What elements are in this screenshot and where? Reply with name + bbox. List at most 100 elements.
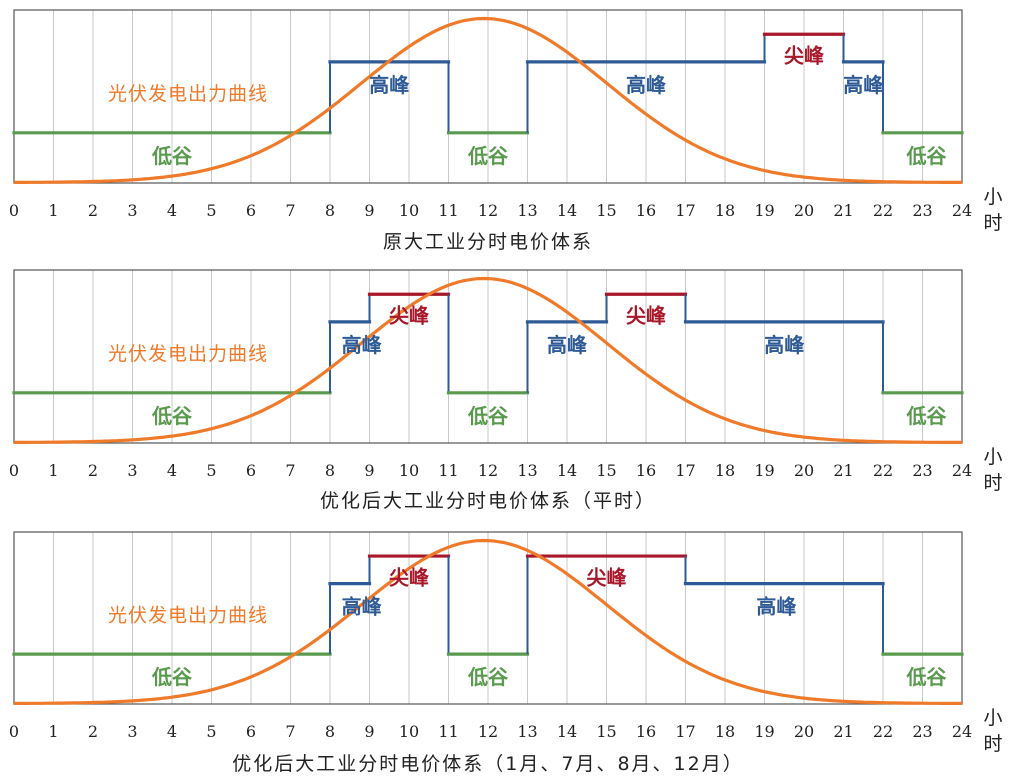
x-tick-label: 24 — [952, 461, 972, 480]
x-tick-label: 21 — [833, 722, 853, 741]
x-tick-label: 9 — [364, 201, 374, 220]
x-tick-label: 22 — [873, 201, 893, 220]
x-unit-label: 时 — [983, 212, 1002, 234]
x-tick-label: 23 — [912, 461, 932, 480]
period-label-valley: 低谷 — [151, 404, 193, 428]
x-tick-label: 7 — [285, 201, 295, 220]
pv-curve-label: 光伏发电出力曲线 — [108, 604, 268, 626]
period-label-peak: 高峰 — [342, 595, 382, 619]
period-label-valley: 低谷 — [467, 665, 509, 689]
period-label-valley: 低谷 — [905, 404, 947, 428]
x-tick-label: 7 — [285, 461, 295, 480]
period-label-valley: 低谷 — [467, 404, 509, 428]
x-tick-label: 13 — [517, 201, 537, 220]
period-label-peak: 高峰 — [764, 333, 804, 357]
x-tick-label: 5 — [206, 201, 216, 220]
x-tick-label: 0 — [9, 201, 19, 220]
x-tick-label: 16 — [636, 461, 656, 480]
x-tick-label: 5 — [206, 722, 216, 741]
x-tick-label: 0 — [9, 461, 19, 480]
pv-curve-label: 光伏发电出力曲线 — [108, 343, 268, 365]
x-tick-label: 12 — [478, 461, 498, 480]
x-tick-label: 21 — [833, 461, 853, 480]
x-tick-label: 9 — [364, 722, 374, 741]
x-tick-label: 18 — [715, 201, 735, 220]
x-tick-label: 13 — [517, 722, 537, 741]
period-label-peak: 高峰 — [756, 595, 796, 619]
period-label-valley: 低谷 — [151, 144, 193, 168]
x-tick-label: 10 — [399, 201, 419, 220]
period-label-peak: 高峰 — [342, 333, 382, 357]
x-tick-label: 20 — [794, 201, 814, 220]
x-tick-label: 1 — [48, 722, 58, 741]
x-tick-label: 23 — [912, 201, 932, 220]
period-label-sharp: 尖峰 — [626, 304, 666, 328]
pv-curve-label: 光伏发电出力曲线 — [108, 83, 268, 105]
x-unit-label: 时 — [983, 733, 1002, 755]
x-tick-label: 15 — [596, 461, 616, 480]
period-label-valley: 低谷 — [467, 144, 509, 168]
panel-caption: 优化后大工业分时电价体系（1月、7月、8月、12月） — [232, 753, 743, 775]
x-tick-label: 12 — [478, 722, 498, 741]
period-label-peak: 高峰 — [626, 73, 666, 97]
period-label-sharp: 尖峰 — [784, 44, 824, 68]
x-tick-label: 8 — [325, 461, 335, 480]
x-tick-label: 4 — [167, 461, 177, 480]
period-label-peak: 高峰 — [369, 73, 409, 97]
pv-output-curve — [14, 276, 962, 444]
period-label-sharp: 尖峰 — [389, 565, 429, 589]
x-tick-label: 13 — [517, 461, 537, 480]
x-tick-label: 19 — [754, 201, 774, 220]
x-tick-label: 14 — [557, 722, 577, 741]
x-tick-label: 6 — [246, 461, 256, 480]
x-tick-label: 18 — [715, 461, 735, 480]
x-unit-label: 小 — [983, 186, 1002, 208]
x-tick-label: 3 — [127, 201, 137, 220]
x-tick-label: 11 — [438, 201, 458, 220]
x-tick-label: 20 — [794, 722, 814, 741]
x-tick-label: 7 — [285, 722, 295, 741]
x-unit-label: 时 — [983, 472, 1002, 494]
x-tick-label: 18 — [715, 722, 735, 741]
x-tick-label: 22 — [873, 722, 893, 741]
x-tick-label: 8 — [325, 201, 335, 220]
x-tick-label: 11 — [438, 722, 458, 741]
x-unit-label: 小 — [983, 707, 1002, 729]
x-tick-label: 3 — [127, 461, 137, 480]
period-label-peak: 高峰 — [843, 73, 883, 97]
period-label-valley: 低谷 — [151, 665, 193, 689]
x-tick-label: 6 — [246, 201, 256, 220]
x-tick-label: 2 — [88, 461, 98, 480]
x-tick-label: 2 — [88, 722, 98, 741]
x-tick-label: 6 — [246, 722, 256, 741]
period-label-valley: 低谷 — [905, 144, 947, 168]
x-tick-label: 23 — [912, 722, 932, 741]
x-tick-label: 17 — [675, 722, 695, 741]
panel-caption: 优化后大工业分时电价体系（平时） — [320, 490, 656, 512]
period-label-peak: 高峰 — [547, 333, 587, 357]
x-tick-label: 5 — [206, 461, 216, 480]
x-tick-label: 17 — [675, 461, 695, 480]
x-tick-label: 10 — [399, 722, 419, 741]
x-tick-label: 12 — [478, 201, 498, 220]
period-label-sharp: 尖峰 — [587, 565, 627, 589]
x-tick-label: 1 — [48, 461, 58, 480]
period-label-sharp: 尖峰 — [389, 304, 429, 328]
x-tick-label: 11 — [438, 461, 458, 480]
x-tick-label: 4 — [167, 722, 177, 741]
x-tick-label: 16 — [636, 722, 656, 741]
x-tick-label: 8 — [325, 722, 335, 741]
x-tick-label: 24 — [952, 201, 972, 220]
period-label-valley: 低谷 — [905, 665, 947, 689]
x-tick-label: 17 — [675, 201, 695, 220]
x-tick-label: 15 — [596, 201, 616, 220]
pv-output-curve — [14, 16, 962, 184]
x-tick-label: 14 — [557, 461, 577, 480]
panel-caption: 原大工业分时电价体系 — [383, 231, 593, 253]
x-tick-label: 20 — [794, 461, 814, 480]
x-tick-label: 14 — [557, 201, 577, 220]
x-tick-label: 2 — [88, 201, 98, 220]
